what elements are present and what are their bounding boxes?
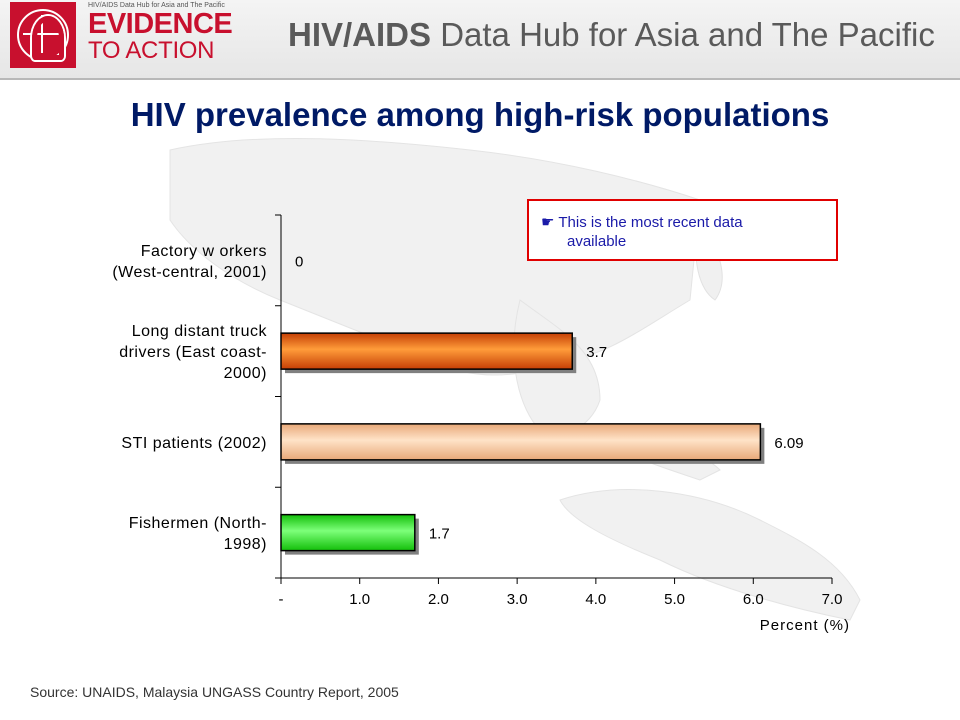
note-callout: ☛ This is the most recent data available bbox=[527, 199, 838, 261]
x-axis-title: Percent (%) bbox=[760, 617, 850, 634]
logo-tagline: HIV/AIDS Data Hub for Asia and The Pacif… bbox=[88, 2, 225, 9]
logo-line1: EVIDENCE bbox=[88, 8, 233, 40]
x-tick-label: - bbox=[279, 591, 284, 608]
value-label: 6.09 bbox=[774, 435, 803, 452]
category-label: Long distant truck bbox=[132, 323, 268, 340]
x-tick-label: 6.0 bbox=[743, 591, 764, 608]
bar bbox=[280, 332, 573, 370]
evidence-to-action-logo: HIV/AIDS Data Hub for Asia and The Pacif… bbox=[88, 2, 233, 72]
category-label: (West-central, 2001) bbox=[112, 264, 267, 281]
un-aids-logo bbox=[10, 2, 76, 68]
bar bbox=[280, 513, 416, 552]
value-label: 3.7 bbox=[586, 344, 607, 361]
category-label: drivers (East coast- bbox=[119, 344, 267, 361]
x-tick-label: 5.0 bbox=[664, 591, 685, 608]
x-tick-label: 7.0 bbox=[822, 591, 843, 608]
header-banner: HIV/AIDS Data Hub for Asia and The Pacif… bbox=[0, 0, 960, 80]
value-label: 0 bbox=[295, 253, 303, 270]
category-label: Fishermen (North- bbox=[129, 515, 267, 532]
slide-title: HIV prevalence among high-risk populatio… bbox=[130, 96, 830, 133]
category-label: Factory w orkers bbox=[141, 243, 267, 260]
header-title-rest: Data Hub for Asia and The Pacific bbox=[431, 16, 935, 53]
note-line1: This is the most recent data bbox=[558, 214, 743, 231]
value-label: 1.7 bbox=[429, 526, 450, 543]
header-title-bold: HIV/AIDS bbox=[288, 16, 432, 53]
x-tick-label: 3.0 bbox=[507, 591, 528, 608]
category-label: STI patients (2002) bbox=[121, 435, 267, 452]
x-tick-label: 4.0 bbox=[585, 591, 606, 608]
red-ribbon-icon bbox=[32, 16, 64, 60]
category-label: 1998) bbox=[224, 536, 267, 553]
category-label: 2000) bbox=[224, 365, 267, 382]
pointing-hand-icon: ☛ bbox=[541, 214, 555, 231]
bar bbox=[280, 423, 762, 461]
source-citation: Source: UNAIDS, Malaysia UNGASS Country … bbox=[30, 684, 399, 700]
x-tick-label: 2.0 bbox=[428, 591, 449, 608]
note-line2: available bbox=[567, 233, 627, 250]
header-title: HIV/AIDS Data Hub for Asia and The Pacif… bbox=[288, 16, 935, 54]
x-tick-label: 1.0 bbox=[349, 591, 370, 608]
logo-line2: TO ACTION bbox=[88, 37, 215, 64]
